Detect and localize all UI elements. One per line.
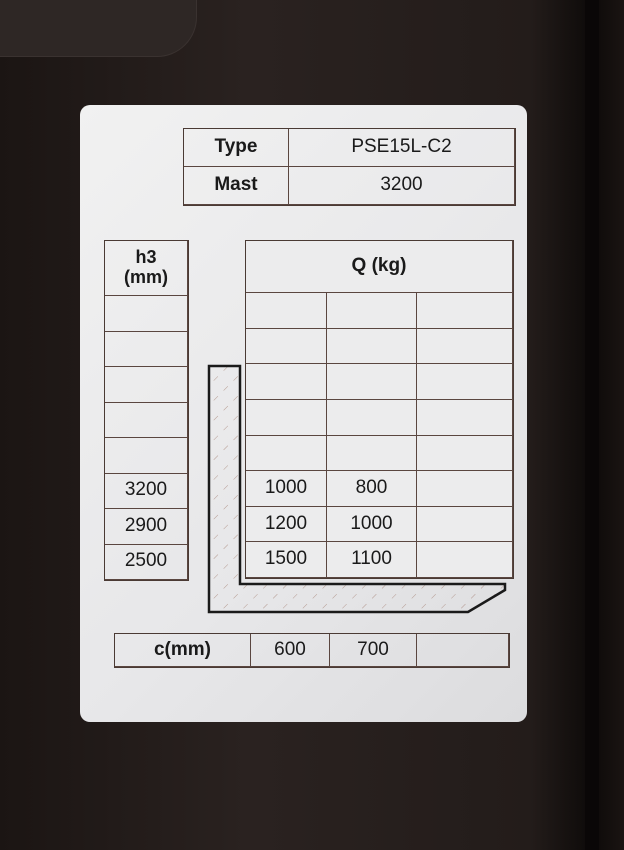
h3-cell: 2900	[105, 509, 188, 545]
q-cell	[417, 435, 513, 472]
q-cell	[417, 399, 513, 436]
q-cell	[327, 293, 417, 329]
q-cell	[417, 364, 513, 400]
q-cell	[246, 435, 327, 472]
q-cell: 1200	[246, 506, 327, 543]
type-label: Type	[184, 129, 289, 167]
q-cell	[246, 293, 327, 329]
h3-header-line1: h3	[135, 247, 157, 268]
c-label: c(mm)	[115, 634, 251, 667]
c-table: c(mm) 600 700	[114, 633, 510, 668]
q-cell: 1100	[327, 542, 417, 578]
q-cell	[246, 328, 327, 365]
q-cell	[327, 328, 417, 365]
q-table: Q (kg) 1000 800 1200 1000 1500 1100	[245, 240, 514, 579]
q-cell: 1000	[246, 471, 327, 507]
c-value: 700	[330, 634, 417, 667]
h3-cell	[105, 402, 188, 438]
q-cell	[327, 399, 417, 436]
h3-cell	[105, 438, 188, 474]
q-cell	[417, 328, 513, 365]
q-cell: 1500	[246, 542, 327, 578]
q-cell	[327, 364, 417, 400]
h3-cell	[105, 331, 188, 367]
c-value	[417, 634, 509, 667]
h3-cell: 2500	[105, 544, 188, 580]
q-header: Q (kg)	[246, 241, 513, 293]
q-cell	[417, 293, 513, 329]
q-cell: 1000	[327, 506, 417, 543]
q-cell	[246, 399, 327, 436]
h3-header-line2: (mm)	[124, 267, 168, 287]
mast-label: Mast	[184, 167, 289, 205]
q-cell	[417, 542, 513, 578]
q-cell	[417, 471, 513, 507]
q-cell	[417, 506, 513, 543]
h3-cell	[105, 296, 188, 332]
type-mast-table: Type PSE15L-C2 Mast 3200	[183, 128, 516, 206]
q-cell	[246, 364, 327, 400]
mast-value: 3200	[289, 167, 515, 205]
h3-cell: 3200	[105, 473, 188, 509]
h3-header: h3 (mm)	[105, 241, 188, 296]
c-value: 600	[251, 634, 330, 667]
q-cell	[327, 435, 417, 472]
h3-cell	[105, 367, 188, 403]
q-cell: 800	[327, 471, 417, 507]
background-frame-edge	[585, 0, 599, 850]
h3-table: h3 (mm) 3200 2900 2500	[104, 240, 189, 581]
background-machine-part	[0, 0, 197, 57]
type-value: PSE15L-C2	[289, 129, 515, 167]
